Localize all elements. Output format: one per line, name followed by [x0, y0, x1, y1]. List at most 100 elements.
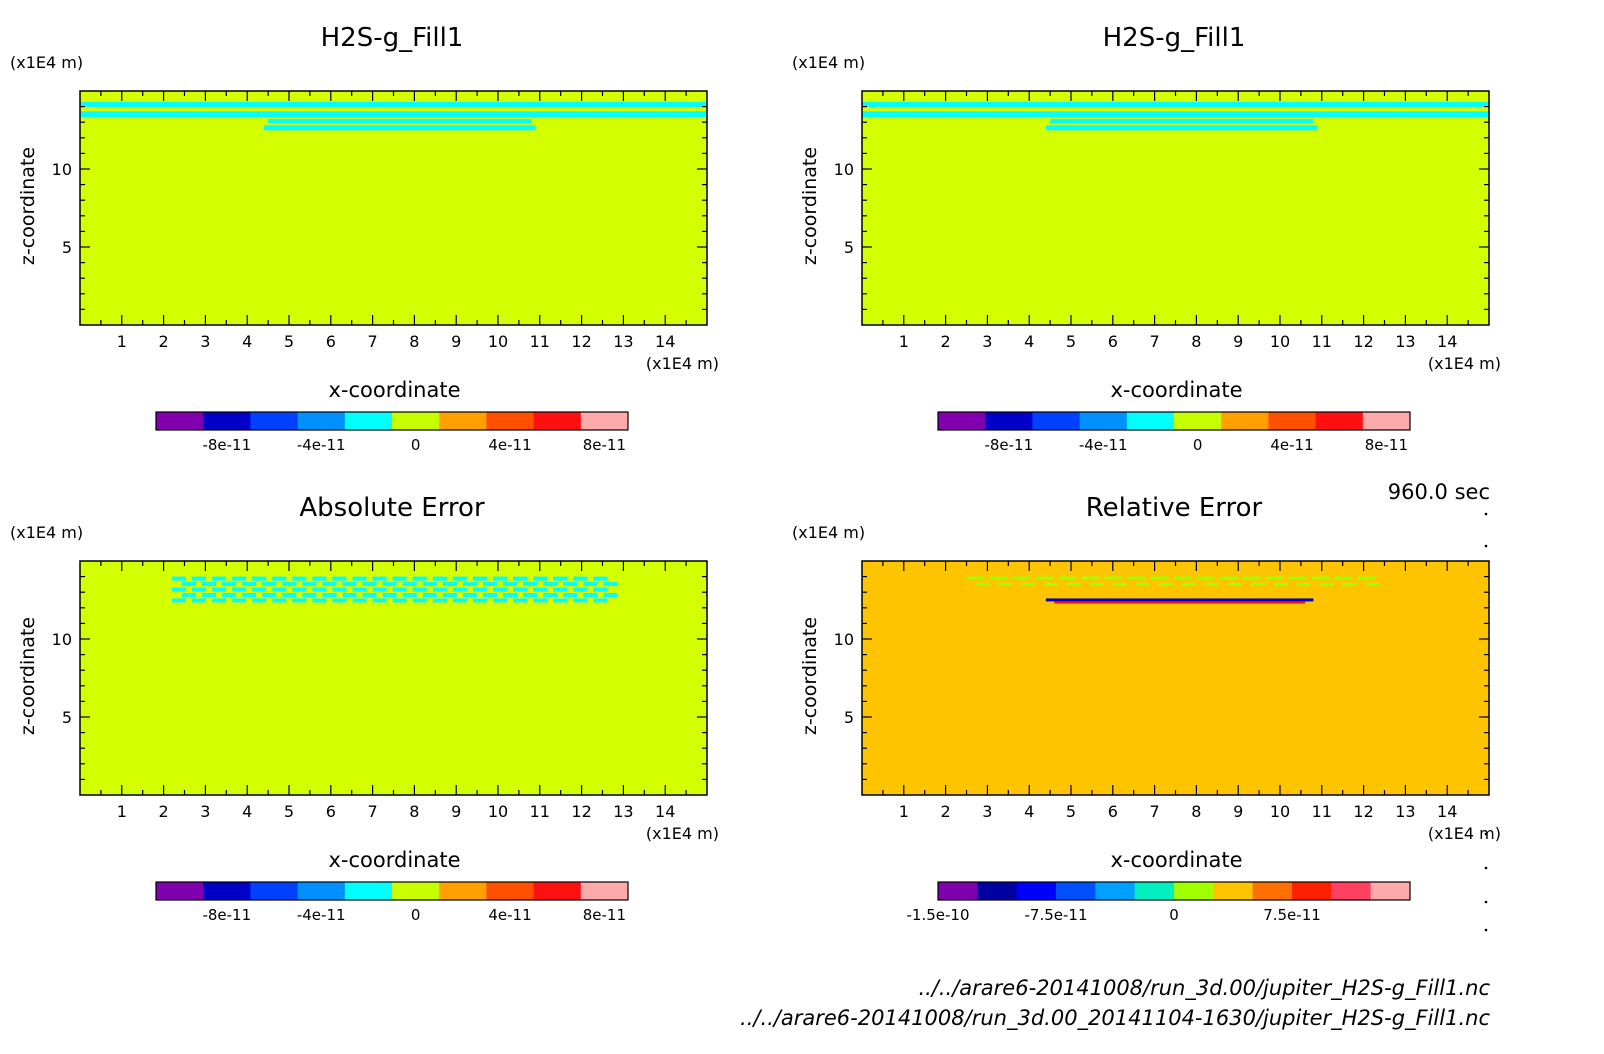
anomaly-cell: [232, 576, 247, 581]
colorbar-tick-label: -4e-11: [1079, 436, 1128, 454]
anomaly-cell: [372, 576, 387, 581]
anomaly-cell: [262, 582, 277, 587]
anomaly-cell: [422, 592, 437, 597]
x-tick-label: 2: [941, 332, 951, 351]
anomaly-cell: [583, 582, 598, 587]
anomaly-band: [263, 125, 536, 131]
x-tick-label: 1: [899, 802, 909, 821]
colorbar-swatch: [977, 882, 1018, 900]
anomaly-cell: [392, 576, 407, 581]
anomaly-cell: [312, 598, 327, 603]
x-axis-label: x-coordinate: [328, 848, 460, 872]
anomaly-cell: [342, 592, 357, 597]
anomaly-cell: [472, 587, 487, 592]
colorbar-tick-label: -8e-11: [984, 436, 1033, 454]
anomaly-cell: [603, 582, 618, 587]
anomaly-cell: [553, 598, 568, 603]
anomaly-cell: [1319, 582, 1334, 586]
colorbar-swatch: [580, 882, 629, 900]
colorbar-tick-label: 0: [411, 436, 421, 454]
anomaly-cell: [252, 576, 267, 581]
colorbar-swatch: [1174, 412, 1222, 430]
anomaly-cell: [232, 598, 247, 603]
y-axis-label: z-coordinate: [799, 147, 821, 265]
anomaly-cell: [422, 582, 437, 587]
x-tick-label: 8: [409, 332, 419, 351]
anomaly-band: [268, 119, 532, 124]
anomaly-cell: [302, 582, 317, 587]
x-tick-label: 1: [117, 802, 127, 821]
chart-title: Absolute Error: [299, 493, 485, 523]
y-tick-label: 10: [834, 630, 854, 649]
anomaly-cell: [171, 587, 186, 592]
anomaly-cell: [1342, 582, 1357, 586]
x-tick-label: 4: [242, 802, 252, 821]
anomaly-cell: [1365, 582, 1380, 586]
anomaly-cell: [1311, 576, 1330, 580]
colorbar-swatch: [1056, 882, 1096, 900]
anomaly-cell: [192, 576, 207, 581]
anomaly-cell: [302, 592, 317, 597]
x-tick-label: 9: [451, 332, 461, 351]
anomaly-cell: [1273, 582, 1288, 586]
anomaly-cell: [332, 576, 347, 581]
colorbar-swatch: [1032, 412, 1081, 430]
anomaly-cell: [989, 576, 1008, 580]
anomaly-cell: [523, 592, 538, 597]
colorbar-swatch: [1370, 882, 1411, 900]
colorbar-swatch: [1292, 882, 1332, 900]
anomaly-cell: [593, 576, 608, 581]
chart-panel-2: H2S-g_Fill1(x1E4 m)1 2 3 4 5 6 7 8 9 10 11 12 13 14(x…: [792, 23, 1501, 454]
anomaly-cell: [1173, 576, 1192, 580]
x-unit-label: (x1E4 m): [646, 824, 719, 843]
anomaly-cell: [553, 587, 568, 592]
anomaly-cell: [472, 576, 487, 581]
x-axis-label: x-coordinate: [1110, 378, 1242, 402]
anomaly-cell: [282, 582, 297, 587]
chart-title: Relative Error: [1086, 493, 1263, 523]
x-tick-label: 4: [1024, 332, 1034, 351]
anomaly-cell: [372, 598, 387, 603]
anomaly-cell: [1288, 576, 1307, 580]
anomaly-cell: [252, 587, 267, 592]
anomaly-cell: [342, 582, 357, 587]
x-tick-label: 13: [613, 332, 633, 351]
x-tick-label: 4: [242, 332, 252, 351]
marker-dot: [1484, 544, 1488, 548]
anomaly-cell: [222, 592, 237, 597]
anomaly-cell: [513, 587, 528, 592]
x-tick-label: 3: [982, 332, 992, 351]
anomaly-band: [80, 101, 707, 107]
anomaly-cell: [322, 592, 337, 597]
anomaly-band: [80, 111, 707, 118]
anomaly-cell: [1158, 582, 1173, 586]
colorbar-swatch: [1268, 412, 1317, 430]
anomaly-cell: [352, 598, 367, 603]
anomaly-band: [862, 111, 1489, 118]
colorbar-swatch: [938, 412, 986, 430]
anomaly-cell: [997, 582, 1012, 586]
x-tick-label: 3: [200, 802, 210, 821]
x-tick-label: 11: [530, 332, 550, 351]
x-tick-label: 14: [1437, 332, 1457, 351]
colorbar-swatch: [1079, 412, 1128, 430]
colorbar-swatch: [1126, 412, 1175, 430]
anomaly-cell: [1204, 582, 1219, 586]
anomaly-cell: [181, 582, 196, 587]
colorbar-swatch: [1362, 412, 1411, 430]
anomaly-cell: [352, 587, 367, 592]
anomaly-cell: [452, 598, 467, 603]
marker-dot: [1484, 512, 1488, 516]
anomaly-cell: [1242, 576, 1261, 580]
colorbar-swatch: [250, 412, 299, 430]
x-tick-label: 1: [117, 332, 127, 351]
anomaly-cell: [1150, 576, 1169, 580]
colorbar-tick-label: -4e-11: [297, 906, 346, 924]
x-axis-label: x-coordinate: [328, 378, 460, 402]
x-tick-label: 9: [451, 802, 461, 821]
anomaly-band: [862, 101, 1489, 107]
anomaly-cell: [1127, 576, 1146, 580]
y-unit-label: (x1E4 m): [792, 53, 865, 72]
colorbar-tick-label: 8e-11: [583, 906, 626, 924]
chart-panel-3: Absolute Error(x1E4 m)1 2 3 4 5 6 7 8 9 10 11 12 13 1…: [10, 493, 719, 924]
